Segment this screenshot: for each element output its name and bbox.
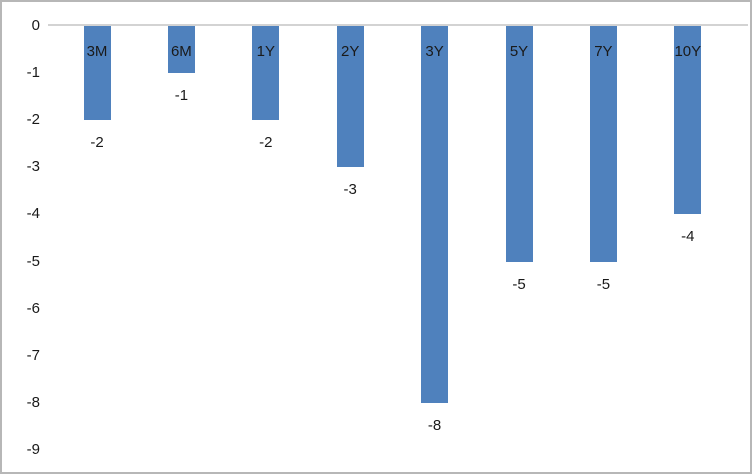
data-label: -1 <box>174 87 189 105</box>
bar-3m <box>83 26 111 121</box>
data-label: -3 <box>343 181 357 199</box>
bar-7y <box>589 26 617 262</box>
category-label: 5Y <box>509 43 529 60</box>
bar-10y <box>674 26 702 215</box>
category-label: 3Y <box>425 43 444 60</box>
data-label: -2 <box>90 134 104 152</box>
bar-2y <box>336 26 364 168</box>
y-axis-tick-label: -3 <box>26 158 40 176</box>
data-label: -4 <box>681 228 695 246</box>
bar-1y <box>252 26 280 121</box>
data-label: -2 <box>259 134 273 152</box>
x-axis-line <box>48 24 748 26</box>
y-axis-tick-label: -7 <box>26 346 40 364</box>
category-label: 7Y <box>594 43 613 60</box>
y-axis-tick-label: -2 <box>26 111 40 129</box>
y-axis-tick-label: -5 <box>26 252 40 270</box>
y-axis-tick-label: -6 <box>26 299 40 317</box>
category-label: 2Y <box>341 43 360 60</box>
data-label: -8 <box>427 416 442 434</box>
category-label: 1Y <box>256 43 275 60</box>
y-axis-tick-label: 0 <box>31 17 40 34</box>
bar-5y <box>505 26 533 262</box>
data-label: -5 <box>596 275 611 293</box>
category-label: 3M <box>86 43 108 60</box>
category-label: 6M <box>170 43 192 60</box>
bar-6m <box>167 26 195 74</box>
y-axis-tick-label: -4 <box>26 205 40 223</box>
y-axis-tick-label: -9 <box>26 440 40 458</box>
data-label: -5 <box>512 275 526 293</box>
category-label: 10Y <box>674 43 702 60</box>
y-axis-tick-label: -8 <box>26 393 40 411</box>
bar-3y <box>421 26 449 403</box>
y-axis-tick-label: -1 <box>26 64 40 82</box>
